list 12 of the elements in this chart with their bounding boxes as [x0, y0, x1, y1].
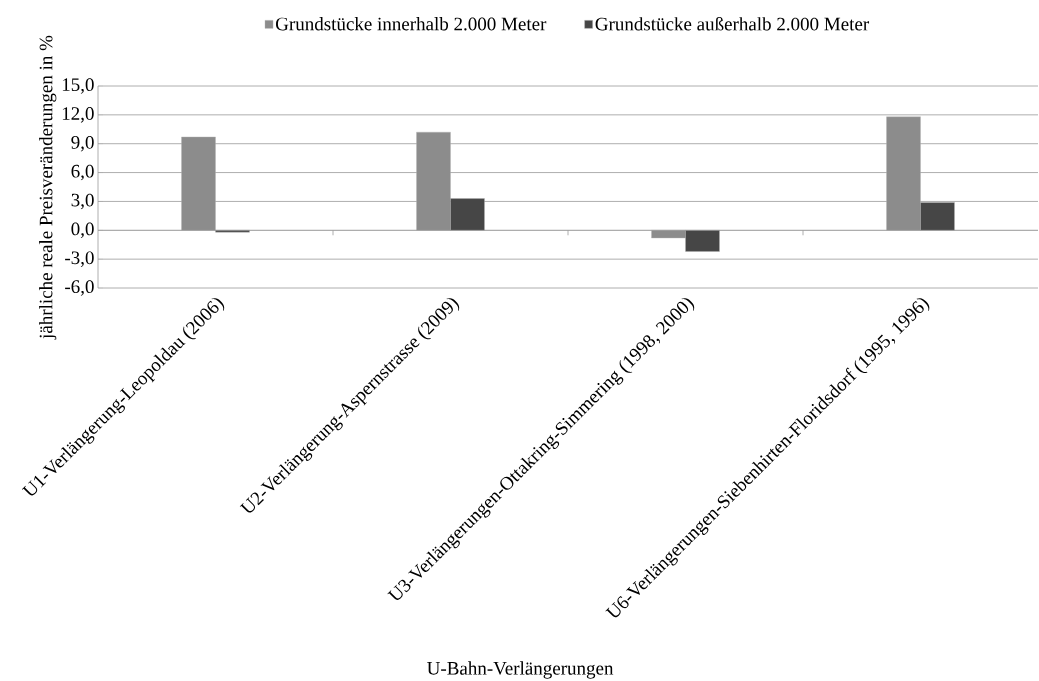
- legend-label: Grundstücke außerhalb 2.000 Meter: [595, 16, 870, 31]
- y-tick-label: 0,0: [71, 222, 94, 239]
- y-tick-label: 15,0: [62, 78, 94, 94]
- y-tick-label: 6,0: [71, 164, 94, 181]
- y-tick-label: 9,0: [71, 135, 94, 152]
- y-tick-label: -6,0: [65, 280, 94, 296]
- y-axis-title: jährliche reale Preisveränderungen in %: [39, 35, 57, 340]
- x-axis-title: U-Bahn-Verlängerungen: [427, 661, 614, 679]
- y-tick-label: 12,0: [62, 107, 94, 123]
- y-tick-label: -3,0: [65, 251, 94, 267]
- y-tick-label: 3,0: [71, 193, 94, 210]
- legend-label: Grundstücke innerhalb 2.000 Meter: [276, 17, 547, 31]
